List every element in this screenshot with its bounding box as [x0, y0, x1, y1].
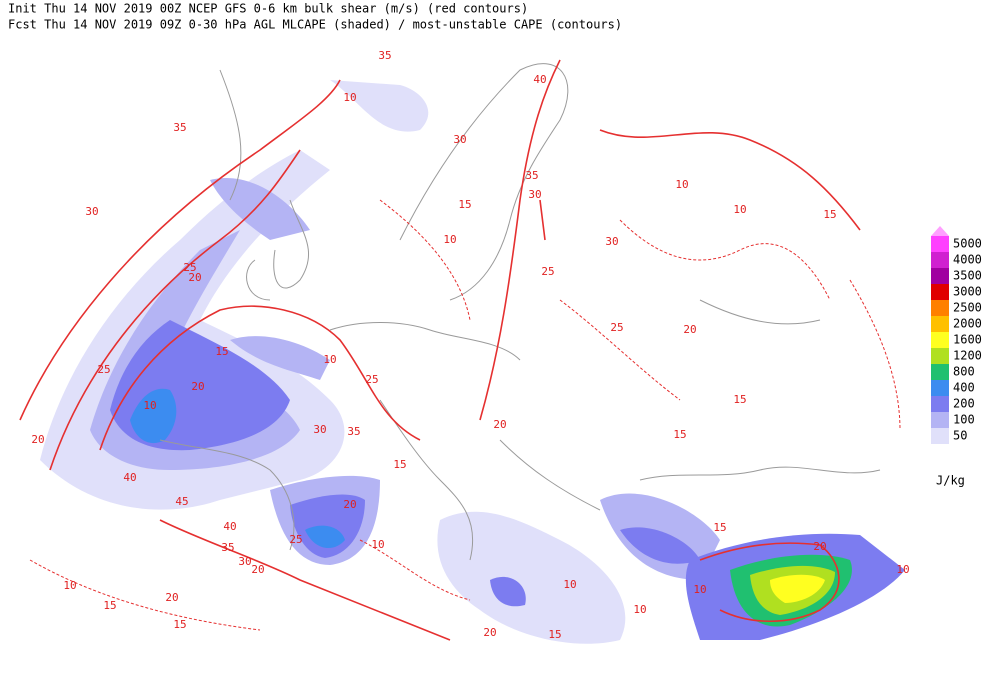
- contour-label: 20: [188, 271, 201, 284]
- contour-label: 20: [343, 498, 356, 511]
- contour-label: 25: [183, 261, 196, 274]
- contour-label: 10: [563, 578, 576, 591]
- contour-label: 20: [813, 540, 826, 553]
- colorbar-label: 400: [953, 381, 975, 395]
- colorbar-label: 200: [953, 397, 975, 411]
- cape-shading: [40, 80, 905, 644]
- colorbar-label: 5000: [953, 237, 982, 251]
- contour-label: 25: [97, 363, 110, 376]
- colorbar-box: [931, 316, 949, 332]
- contour-label: 10: [63, 579, 76, 592]
- colorbar-label: 100: [953, 413, 975, 427]
- contour-label: 30: [528, 188, 541, 201]
- header-line-1: Init Thu 14 NOV 2019 00Z NCEP GFS 0-6 km…: [8, 2, 528, 16]
- contour-label: 30: [238, 555, 251, 568]
- colorbar-label: 3000: [953, 285, 982, 299]
- contour-label: 25: [541, 265, 554, 278]
- contour-label: 15: [393, 458, 406, 471]
- colorbar: 5000 4000 3500 3000 2500 2000 1600 1200 800 400 20…: [931, 226, 982, 444]
- colorbar-box: [931, 284, 949, 300]
- contour-label: 10: [896, 563, 909, 576]
- contour-label: 15: [713, 521, 726, 534]
- contour-label: 30: [85, 205, 98, 218]
- contour-label: 10: [343, 91, 356, 104]
- colorbar-label: 1600: [953, 333, 982, 347]
- colorbar-label: 2500: [953, 301, 982, 315]
- contour-label: 35: [525, 169, 538, 182]
- contour-label: 15: [548, 628, 561, 641]
- contour-label: 25: [610, 321, 623, 334]
- contour-label: 10: [633, 603, 646, 616]
- contour-label: 10: [693, 583, 706, 596]
- colorbar-label: 4000: [953, 253, 982, 267]
- contour-label: 10: [443, 233, 456, 246]
- colorbar-box: [931, 332, 949, 348]
- contour-label: 20: [191, 380, 204, 393]
- coastlines: [159, 63, 881, 561]
- contour-label: 40: [533, 73, 546, 86]
- colorbar-label: 2000: [953, 317, 982, 331]
- contour-label: 45: [175, 495, 188, 508]
- colorbar-box: [931, 364, 949, 380]
- contour-label: 10: [675, 178, 688, 191]
- contour-label: 35: [378, 49, 391, 62]
- contour-labels: 3530352520252010151020404540353025201015…: [31, 49, 909, 641]
- colorbar-label: 800: [953, 365, 975, 379]
- contour-label: 35: [221, 541, 234, 554]
- contour-label: 20: [251, 563, 264, 576]
- contour-label: 25: [365, 373, 378, 386]
- contour-label: 35: [173, 121, 186, 134]
- colorbar-label: 3500: [953, 269, 982, 283]
- colorbar-box: [931, 396, 949, 412]
- contour-label: 30: [453, 133, 466, 146]
- colorbar-box: [931, 236, 949, 252]
- contour-label: 20: [165, 591, 178, 604]
- contour-label: 15: [673, 428, 686, 441]
- contour-label: 20: [483, 626, 496, 639]
- contour-label: 35: [347, 425, 360, 438]
- contour-label: 10: [143, 399, 156, 412]
- legend-unit: J/kg: [936, 474, 965, 488]
- contour-label: 30: [313, 423, 326, 436]
- colorbar-box: [931, 380, 949, 396]
- contour-label: 20: [31, 433, 44, 446]
- header-line-2: Fcst Thu 14 NOV 2019 09Z 0-30 hPa AGL ML…: [8, 18, 622, 32]
- colorbar-box: [931, 252, 949, 268]
- contour-label: 20: [493, 418, 506, 431]
- colorbar-label: 1200: [953, 349, 982, 363]
- contour-label: 25: [289, 533, 302, 546]
- colorbar-box: [931, 268, 949, 284]
- colorbar-label: 50: [953, 429, 967, 443]
- contour-label: 20: [683, 323, 696, 336]
- colorbar-box: [931, 412, 949, 428]
- contour-label: 15: [173, 618, 186, 631]
- contour-label: 10: [371, 538, 384, 551]
- contour-label: 15: [823, 208, 836, 221]
- contour-label: 15: [215, 345, 228, 358]
- contour-label: 15: [103, 599, 116, 612]
- shear-contours: [19, 59, 901, 641]
- contour-label: 10: [323, 353, 336, 366]
- contour-label: 40: [123, 471, 136, 484]
- colorbar-box: [931, 428, 949, 444]
- colorbar-arrow: [931, 226, 949, 236]
- contour-label: 30: [605, 235, 618, 248]
- contour-label: 15: [733, 393, 746, 406]
- contour-label: 40: [223, 520, 236, 533]
- contour-label: 15: [458, 198, 471, 211]
- colorbar-box: [931, 348, 949, 364]
- colorbar-box: [931, 300, 949, 316]
- contour-label: 10: [733, 203, 746, 216]
